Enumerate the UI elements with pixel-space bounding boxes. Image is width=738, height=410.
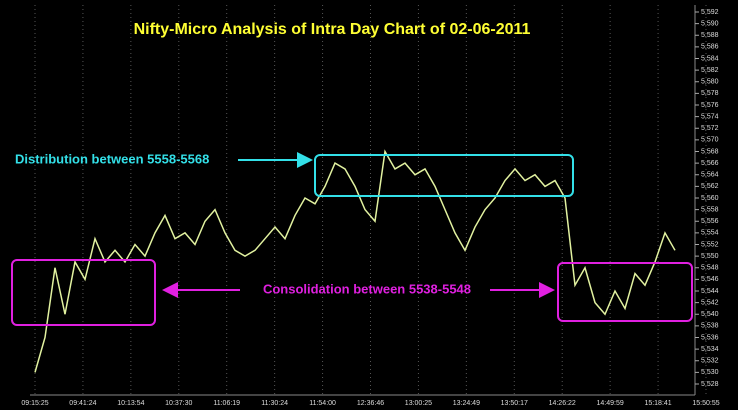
- y-tick-label: 5,582: [701, 67, 719, 74]
- y-tick-label: 5,540: [701, 311, 719, 318]
- y-tick-label: 5,566: [701, 160, 719, 167]
- x-tick-label: 13:24:49: [453, 400, 480, 407]
- chart-title: Nifty-Micro Analysis of Intra Day Chart …: [134, 21, 531, 38]
- x-tick-label: 11:54:00: [309, 400, 336, 407]
- x-tick-label: 14:26:22: [549, 400, 576, 407]
- x-tick-label: 13:50:17: [501, 400, 528, 407]
- distribution-box: [314, 154, 574, 197]
- y-tick-label: 5,558: [701, 206, 719, 213]
- x-tick-label: 09:41:24: [69, 400, 96, 407]
- y-tick-label: 5,560: [701, 195, 719, 202]
- y-tick-label: 5,580: [701, 79, 719, 86]
- y-tick-label: 5,556: [701, 218, 719, 225]
- y-tick-label: 5,586: [701, 44, 719, 51]
- x-tick-label: 12:36:46: [357, 400, 384, 407]
- y-tick-label: 5,574: [701, 113, 719, 120]
- y-tick-label: 5,570: [701, 137, 719, 144]
- y-tick-label: 5,552: [701, 241, 719, 248]
- x-tick-label: 15:50:55: [692, 400, 719, 407]
- y-tick-label: 5,542: [701, 299, 719, 306]
- annotation: Distribution between 5558-5568: [15, 151, 209, 166]
- y-tick-label: 5,576: [701, 102, 719, 109]
- x-tick-label: 14:49:59: [597, 400, 624, 407]
- y-tick-label: 5,544: [701, 288, 719, 295]
- y-tick-label: 5,528: [701, 381, 719, 388]
- x-tick-label: 15:18:41: [644, 400, 671, 407]
- y-tick-label: 5,536: [701, 334, 719, 341]
- x-tick-label: 13:00:25: [405, 400, 432, 407]
- x-tick-label: 10:13:54: [117, 400, 144, 407]
- x-tick-label: 09:15:25: [21, 400, 48, 407]
- y-tick-label: 5,538: [701, 323, 719, 330]
- y-tick-label: 5,572: [701, 125, 719, 132]
- y-tick-label: 5,584: [701, 55, 719, 62]
- consolidation-box: [11, 259, 156, 326]
- price-line: [34, 149, 676, 373]
- y-tick-label: 5,592: [701, 9, 719, 16]
- annotation: Consolidation between 5538-5548: [263, 281, 471, 296]
- x-tick-label: 11:30:24: [261, 400, 288, 407]
- y-tick-label: 5,564: [701, 172, 719, 179]
- consolidation-box: [557, 262, 693, 322]
- y-tick-label: 5,550: [701, 253, 719, 260]
- y-tick-label: 5,554: [701, 230, 719, 237]
- y-tick-label: 5,532: [701, 358, 719, 365]
- y-tick-label: 5,530: [701, 369, 719, 376]
- y-tick-label: 5,568: [701, 148, 719, 155]
- y-tick-label: 5,562: [701, 183, 719, 190]
- y-tick-label: 5,546: [701, 276, 719, 283]
- x-tick-label: 11:06:19: [213, 400, 240, 407]
- y-tick-label: 5,548: [701, 265, 719, 272]
- y-tick-label: 5,590: [701, 20, 719, 27]
- y-tick-label: 5,588: [701, 32, 719, 39]
- y-tick-label: 5,578: [701, 90, 719, 97]
- y-tick-label: 5,534: [701, 346, 719, 353]
- x-tick-label: 10:37:30: [165, 400, 192, 407]
